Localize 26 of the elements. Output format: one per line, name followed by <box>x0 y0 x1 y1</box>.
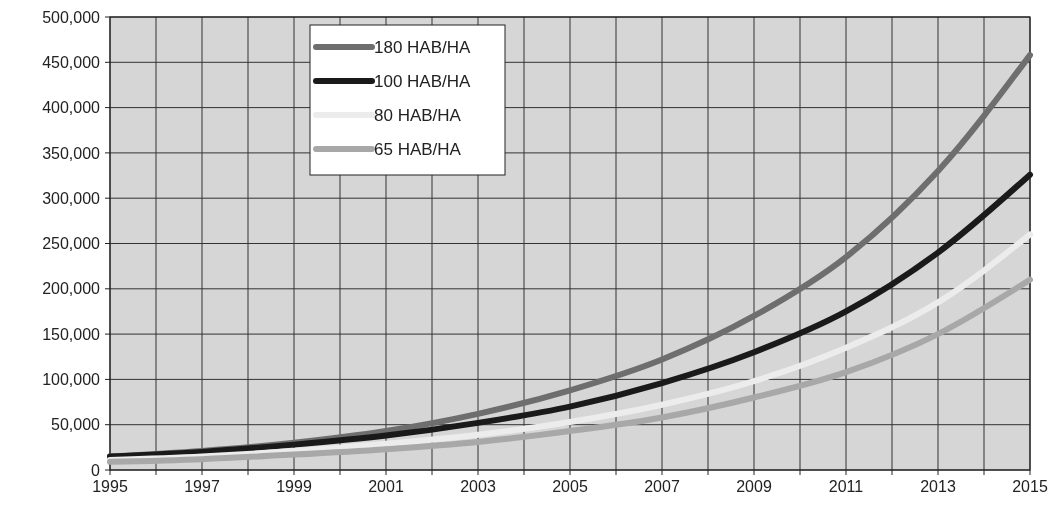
y-tick-label: 150,000 <box>42 325 101 343</box>
y-tick-label: 400,000 <box>42 99 101 117</box>
x-tick-label: 2009 <box>736 478 772 495</box>
y-tick-label: 300,000 <box>42 189 101 207</box>
x-tick-label: 2001 <box>368 478 404 495</box>
y-tick-label: 50,000 <box>51 416 101 434</box>
legend-label: 80 HAB/HA <box>374 105 462 125</box>
legend-label: 65 HAB/HA <box>374 139 462 159</box>
x-tick-label: 2015 <box>1012 478 1048 495</box>
x-tick-label: 1997 <box>184 478 220 495</box>
x-tick-label: 1995 <box>92 478 128 495</box>
y-tick-label: 350,000 <box>42 144 101 162</box>
x-tick-label: 2003 <box>460 478 496 495</box>
x-tick-label: 2011 <box>828 478 864 495</box>
x-tick-label: 2007 <box>644 478 680 495</box>
legend-label: 100 HAB/HA <box>374 71 472 91</box>
x-tick-label: 2005 <box>552 478 588 495</box>
legend-label: 180 HAB/HA <box>374 37 472 57</box>
x-tick-label: 2013 <box>920 478 956 495</box>
y-tick-label: 500,000 <box>42 8 101 26</box>
y-tick-label: 250,000 <box>42 235 101 253</box>
x-tick-label: 1999 <box>276 478 312 495</box>
y-tick-label: 0 <box>91 461 101 479</box>
y-tick-label: 450,000 <box>42 53 101 71</box>
y-tick-label: 100,000 <box>42 371 101 388</box>
y-tick-label: 200,000 <box>42 280 101 298</box>
